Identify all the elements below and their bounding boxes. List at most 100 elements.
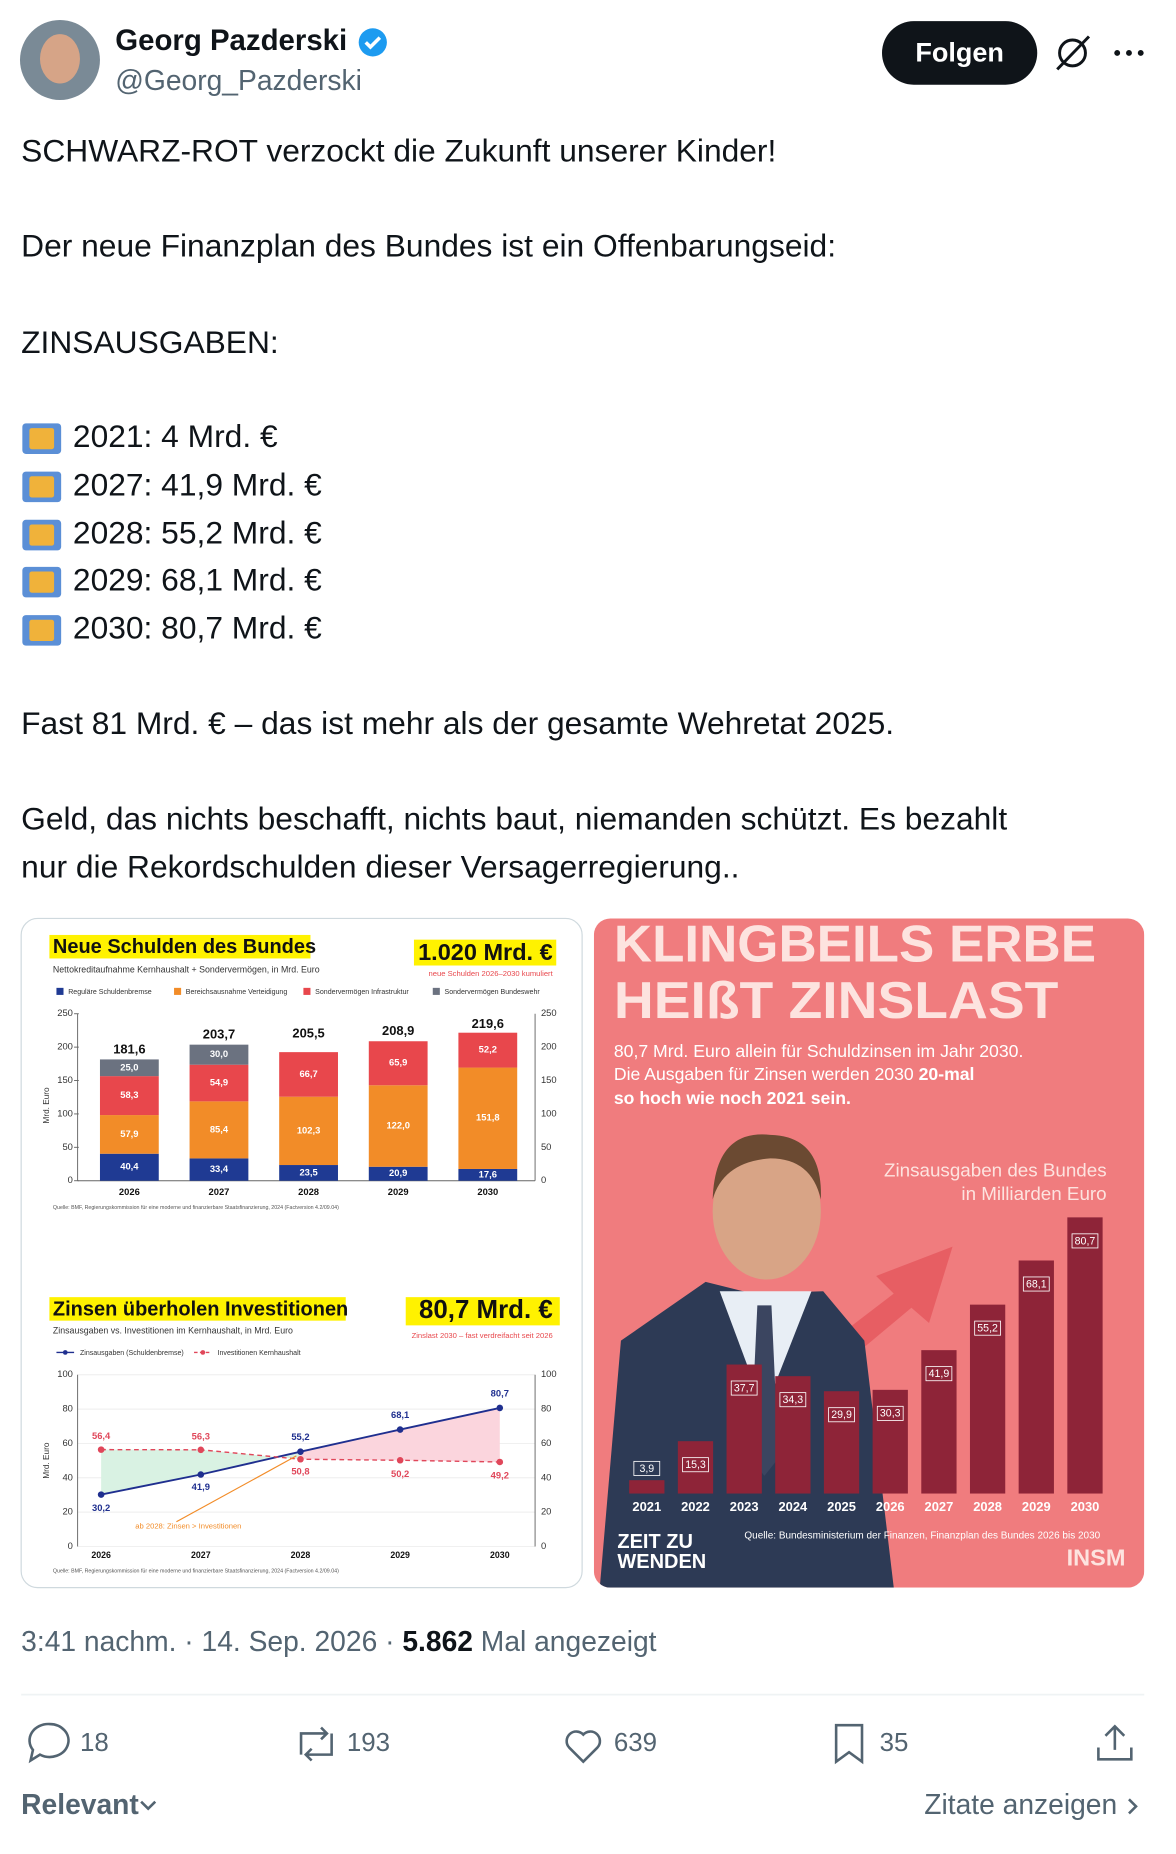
x-tick-label: 2025: [827, 1499, 856, 1514]
quotes-link[interactable]: Zitate anzeigen: [924, 1788, 1117, 1820]
sort-label[interactable]: Relevant: [21, 1788, 139, 1820]
bar-value-label: 15,3: [685, 1459, 706, 1471]
segment-label: 25,0: [120, 1061, 138, 1072]
bar-segment: [368, 1166, 428, 1181]
reply-icon[interactable]: [28, 1722, 70, 1764]
more-dot[interactable]: [1137, 49, 1144, 56]
bar-segment: [458, 1032, 518, 1068]
segment-label: 52,2: [479, 1044, 497, 1055]
bar-segment: [368, 1041, 428, 1086]
bar-value-label: 3,9: [639, 1463, 654, 1475]
headline-highlight: [405, 1297, 560, 1326]
author-name[interactable]: Georg Pazderski: [115, 24, 347, 57]
point-label: 55,2: [291, 1431, 309, 1442]
post-text: nur die Rekordschulden dieser Versagerre…: [21, 848, 739, 884]
segment-label: 58,3: [120, 1089, 138, 1100]
point-label: 56,4: [92, 1430, 111, 1441]
chart-note: Zinsausgaben des Bundes: [884, 1159, 1107, 1180]
y2-tick-label: 0: [541, 1540, 546, 1551]
post-text: 2028: 55,2 Mrd. €: [73, 514, 322, 550]
y-tick-label: 40: [62, 1471, 72, 1482]
y-tick-label: 50: [62, 1141, 72, 1152]
chart-headline-note: neue Schulden 2026–2030 kumuliert: [429, 969, 554, 978]
segment-label: 66,7: [299, 1068, 317, 1079]
more-dot[interactable]: [1114, 49, 1121, 56]
segment-label: 20,9: [389, 1167, 407, 1178]
like-icon[interactable]: [565, 1730, 602, 1764]
bar: [677, 1441, 714, 1494]
x-tick-label: 2030: [477, 1186, 498, 1197]
bar: [726, 1364, 762, 1494]
legend-label: Reguläre Schuldenbremse: [68, 989, 152, 996]
post-text: SCHWARZ-ROT verzockt die Zukunft unserer…: [21, 132, 776, 168]
infographic-title: KLINGBEILS ERBE: [614, 915, 1096, 973]
bar-segment: [279, 1165, 338, 1181]
logo: INSM: [1067, 1545, 1126, 1571]
bar-segment: [279, 1052, 338, 1097]
follow-button[interactable]: [882, 21, 1038, 85]
bar-value-label: 34,3: [783, 1394, 804, 1406]
point-label: 68,1: [391, 1409, 409, 1420]
value-label-box: [633, 1460, 661, 1476]
more-dot[interactable]: [1126, 49, 1132, 56]
follow-label: Folgen: [915, 37, 1004, 67]
legend-label: Investitionen Kernhaushalt: [218, 1350, 301, 1357]
segment-label: 40,4: [120, 1161, 139, 1172]
legend-swatch: [303, 987, 311, 995]
post-text: 2030: 80,7 Mrd. €: [73, 610, 322, 646]
subtitle-bold: 20-mal: [919, 1064, 975, 1084]
repost-count: 193: [347, 1729, 390, 1757]
bar-value-label: 55,2: [977, 1323, 998, 1335]
legend-swatch: [174, 987, 182, 995]
share-icon[interactable]: [1097, 1724, 1133, 1761]
bar-segment: [99, 1153, 159, 1181]
repost-icon[interactable]: [299, 1726, 333, 1762]
y2-tick-label: 50: [541, 1141, 551, 1152]
bar-segment: [189, 1064, 249, 1102]
bar-segment: [99, 1076, 159, 1116]
bar: [629, 1480, 665, 1494]
grok-icon[interactable]: [1058, 38, 1087, 68]
x-tick-label: 2023: [730, 1499, 759, 1514]
bar-value-label: 41,9: [929, 1368, 950, 1380]
segment-label: 54,9: [210, 1077, 228, 1088]
y-tick-label: 100: [57, 1368, 73, 1379]
x-tick-label: 2028: [973, 1499, 1002, 1514]
bar-value-label: 30,3: [880, 1408, 901, 1420]
y2-tick-label: 60: [541, 1437, 551, 1448]
bookmark-icon[interactable]: [834, 1723, 864, 1765]
quotes-chevron: [1128, 1798, 1138, 1815]
bar: [969, 1304, 1006, 1494]
y-tick-label: 100: [57, 1107, 73, 1118]
post-text: 2029: 68,1 Mrd. €: [73, 562, 322, 598]
line-point: [97, 1491, 105, 1498]
x-tick-label: 2026: [119, 1186, 140, 1197]
verified-check: [364, 36, 382, 50]
segment-label: 65,9: [389, 1057, 407, 1068]
views: 5.862: [402, 1626, 473, 1658]
point-label: 41,9: [192, 1481, 210, 1492]
segment-label: 151,8: [476, 1112, 500, 1123]
bar-value-label: 68,1: [1026, 1278, 1047, 1290]
bar-segment: [189, 1044, 249, 1065]
title-highlight: [49, 1297, 346, 1321]
x-tick-label: 2028: [291, 1550, 311, 1560]
point-label: 56,3: [192, 1430, 210, 1441]
y2-tick-label: 100: [541, 1107, 557, 1118]
point-label: 50,8: [291, 1466, 309, 1477]
person-hair: [712, 1134, 821, 1200]
chart-title: Neue Schulden des Bundes: [53, 936, 316, 958]
chart-subtitle: Zinsausgaben vs. Investitionen im Kernha…: [53, 1326, 293, 1336]
avatar-face: [39, 34, 80, 84]
x-tick-label: 2021: [632, 1499, 661, 1514]
bar: [1067, 1217, 1103, 1494]
y-tick-label: 80: [62, 1403, 72, 1414]
grok-slash: [1056, 35, 1091, 71]
y-tick-label: 20: [62, 1506, 72, 1517]
y2-tick-label: 200: [541, 1041, 557, 1052]
headline-highlight: [413, 939, 557, 966]
y-tick-label: 200: [57, 1041, 73, 1052]
brand: ZEIT ZU: [617, 1531, 693, 1553]
legend-swatch: [56, 987, 64, 995]
